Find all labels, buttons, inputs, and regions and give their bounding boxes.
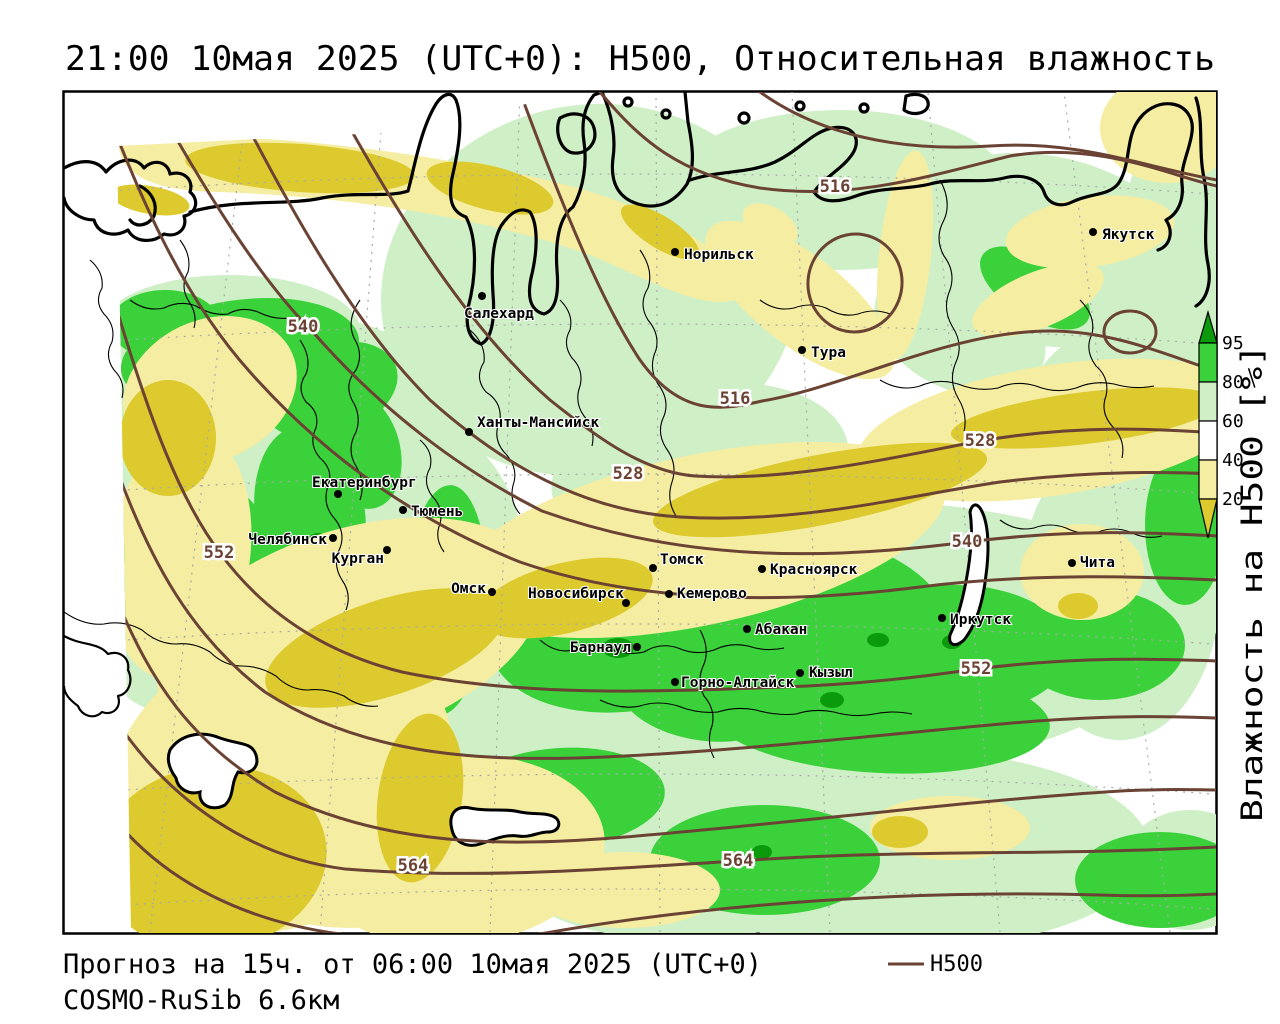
city-label: Кызыл [809,665,853,681]
city-kemerovo: Кемерово [665,585,748,603]
humidity-area-below-20 [117,142,1216,933]
city-tura: Тура [798,344,847,362]
city-yakutsk: Якутск [1089,226,1156,244]
city-label: Горно-Алтайск [681,675,795,691]
city-abakan: Абакан [743,621,808,639]
colorbar: 95 80 60 40 20 Влажность на H500 [%] [1198,309,1269,822]
coastline [64,92,1211,847]
city-dot [1089,228,1097,236]
colorbar-tick-60: 60 [1222,411,1244,432]
colorbar-tick-20: 20 [1222,489,1244,510]
city-tyumen: Тюмень [399,503,464,521]
city-omsk: Омск [450,580,496,598]
city-label: Новосибирск [528,586,624,602]
city-dot [758,565,766,573]
contour-label: 552 [204,543,235,563]
city-krasnoyarsk: Красноярск [758,561,859,579]
city-label: Салехард [464,306,534,322]
colorbar-axis-label: Влажность на H500 [%] [1235,344,1269,822]
contour-label: 564 [398,856,429,876]
city-khanty-mansiysk: Ханты-Мансийск [465,414,600,436]
city-dot [465,428,473,436]
map-title: 21:00 10мая 2025 (UTC+0): H500, Относите… [65,39,1215,79]
city-dot [399,506,407,514]
city-salekhard: Салехард [463,292,535,323]
colorbar-tick-40: 40 [1222,450,1244,471]
city-dot [665,590,673,598]
city-label: Норильск [684,247,754,263]
west-lake [166,732,259,810]
city-label: Челябинск [248,532,327,548]
footer-forecast-line: Прогноз на 15ч. от 06:00 10мая 2025 (UTC… [63,949,762,980]
city-yekaterinburg: Екатеринбург [311,474,418,498]
city-label: Екатеринбург [312,475,417,491]
admin-borders [64,179,1163,759]
city-dot [671,248,679,256]
city-dot [334,490,342,498]
city-dot [671,678,679,686]
city-kurgan: Курган [331,546,391,568]
colorbar-segment-60-80 [1198,381,1218,422]
contour-label: 564 [723,851,754,871]
city-dot [798,346,806,354]
city-label: Ханты-Мансийск [477,415,599,431]
city-label: Тура [811,345,846,361]
city-label: Чита [1080,555,1115,571]
city-label: Иркутск [950,612,1011,628]
city-gorno-altaysk: Горно-Алтайск [671,674,796,692]
humidity-field [117,92,1216,933]
city-dot [383,546,391,554]
city-tomsk: Томск [649,551,705,572]
city-label: Курган [332,551,384,567]
h500-contours [117,92,1216,933]
legend-label: H500 [930,952,983,977]
city-dot [1068,559,1076,567]
contour-label: 552 [961,659,992,679]
contour-label: 540 [288,317,319,337]
colorbar-tick-80: 80 [1222,372,1244,393]
city-chelyabinsk: Челябинск [247,531,337,549]
city-label: Якутск [1102,227,1155,243]
city-label: Тюмень [411,504,463,520]
city-kyzyl: Кызыл [796,664,854,682]
contour-label: 540 [952,532,983,552]
colorbar-arrow-bottom [1198,498,1218,539]
footer-model-line: COSMO-RuSib 6.6км [63,985,339,1016]
south-lake [449,805,561,847]
city-label: Томск [660,552,704,568]
city-label: Барнаул [570,640,631,656]
legend: H500 [888,952,983,977]
city-dot [633,643,641,651]
city-barnaul: Барнаул [569,639,641,657]
city-chita: Чита [1068,554,1116,572]
city-norilsk: Норильск [671,246,755,264]
city-dot [329,534,337,542]
city-dot [488,588,496,596]
contour-label: 516 [820,177,851,197]
city-dot [796,669,804,677]
city-dot [743,625,751,633]
colorbar-segment-80-95 [1198,342,1218,383]
colorbar-tick-95: 95 [1222,333,1244,354]
city-dot [622,599,630,607]
city-label: Абакан [755,622,807,638]
contour-labels: 516 516 528 528 540 540 552 552 564 564 [201,175,998,879]
city-label: Омск [451,581,486,597]
contour-label: 516 [720,389,751,409]
city-irkutsk: Иркутск [938,611,1012,629]
city-markers: Норильск Якутск Салехард Тура Ханты-Манс… [247,226,1156,692]
colorbar-segment-20-40 [1198,459,1218,500]
city-label: Кемерово [677,586,747,602]
contour-label: 528 [965,431,996,451]
city-label: Красноярск [770,562,858,578]
contour-label: 528 [613,464,644,484]
city-dot [478,292,486,300]
city-dot [649,564,657,572]
colorbar-segment-40-60 [1198,420,1218,461]
city-dot [938,614,946,622]
city-novosibirsk: Новосибирск [527,585,630,607]
